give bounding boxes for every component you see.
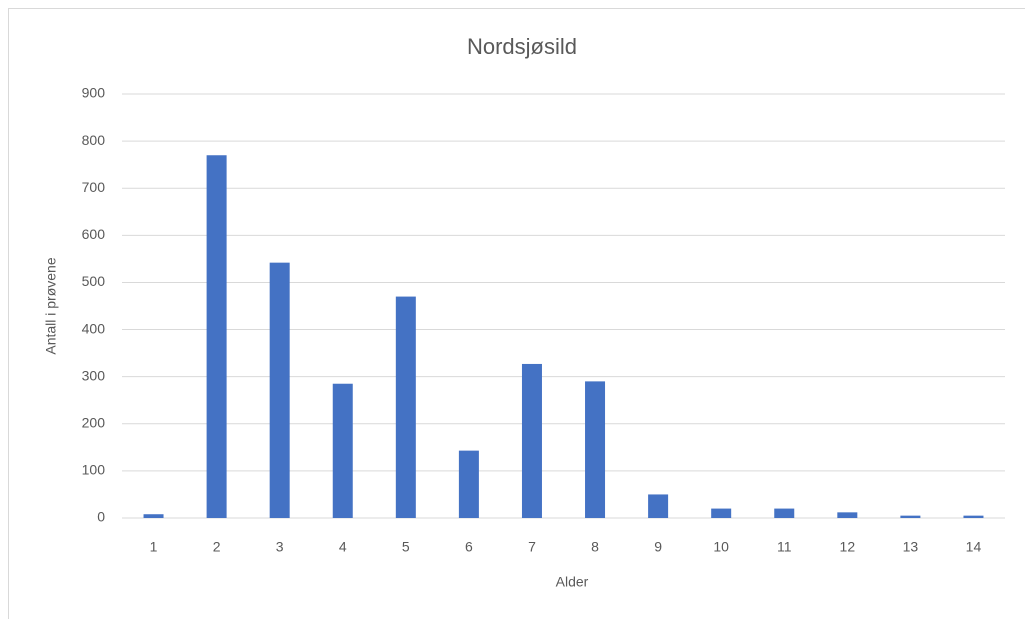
y-tick-label: 100: [82, 462, 106, 478]
y-tick-label: 300: [82, 367, 106, 383]
bar: [837, 512, 858, 518]
x-tick-label: 14: [966, 539, 982, 555]
bar: [206, 155, 227, 518]
y-tick-label: 600: [82, 226, 106, 242]
bar: [269, 262, 290, 518]
bar: [332, 383, 353, 518]
y-tick-label: 200: [82, 414, 106, 430]
x-tick-label: 3: [276, 539, 284, 555]
y-tick-label: 0: [97, 509, 105, 525]
bar: [143, 514, 164, 518]
x-tick-label: 13: [903, 539, 919, 555]
x-tick-label: 7: [528, 539, 536, 555]
x-tick-label: 8: [591, 539, 599, 555]
x-tick-label: 4: [339, 539, 347, 555]
bar: [458, 450, 479, 518]
bar: [521, 363, 542, 518]
x-tick-label: 11: [777, 539, 792, 555]
x-tick-label: 2: [213, 539, 221, 555]
bar: [395, 296, 416, 518]
chart-title: Nordsjøsild: [467, 34, 577, 59]
chart-border: [8, 8, 1025, 619]
bar: [774, 508, 795, 518]
x-tick-label: 9: [654, 539, 662, 555]
x-tick-label: 1: [150, 539, 158, 555]
y-tick-label: 400: [82, 320, 106, 336]
bar: [711, 508, 732, 518]
y-tick-label: 500: [82, 273, 106, 289]
y-axis-title: Antall i prøvene: [43, 257, 59, 354]
bar: [900, 515, 921, 518]
y-tick-label: 900: [82, 85, 106, 101]
y-tick-label: 800: [82, 132, 106, 148]
x-tick-label: 12: [840, 539, 856, 555]
bar: [963, 515, 984, 518]
bar: [648, 494, 669, 518]
x-axis-title: Alder: [556, 574, 589, 590]
x-tick-label: 5: [402, 539, 410, 555]
y-tick-label: 700: [82, 179, 106, 195]
x-tick-label: 10: [713, 539, 729, 555]
bar: [585, 381, 606, 518]
x-tick-label: 6: [465, 539, 473, 555]
